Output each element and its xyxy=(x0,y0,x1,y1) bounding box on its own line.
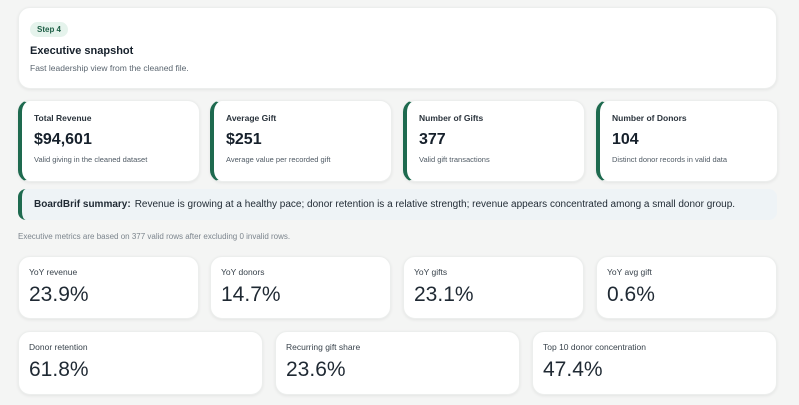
kpi-description: Distinct donor records in valid data xyxy=(612,155,728,164)
metric-value: 23.9% xyxy=(29,283,89,306)
metric-label: Donor retention xyxy=(29,342,88,352)
kpi-value: $94,601 xyxy=(34,131,92,148)
summary-text: Revenue is growing at a healthy pace; do… xyxy=(134,199,736,210)
metric-value: 0.6% xyxy=(607,283,655,306)
kpi-card-number-of-donors: Number of Donors 104 Distinct donor reco… xyxy=(596,100,778,182)
metric-card-recurring-gift-share: Recurring gift share 23.6% xyxy=(275,331,520,395)
metric-card-yoy-revenue: YoY revenue 23.9% xyxy=(18,256,199,319)
kpi-card-average-gift: Average Gift $251 Average value per reco… xyxy=(210,100,392,182)
metric-value: 23.1% xyxy=(414,283,474,306)
step-badge: Step 4 xyxy=(30,22,69,37)
kpi-description: Valid giving in the cleaned dataset xyxy=(34,155,148,164)
metric-card-donor-retention: Donor retention 61.8% xyxy=(18,331,263,395)
metric-card-yoy-donors: YoY donors 14.7% xyxy=(210,256,391,319)
metric-value: 61.8% xyxy=(29,358,89,381)
summary-label: BoardBrif summary: xyxy=(34,199,131,210)
kpi-label: Number of Donors xyxy=(612,113,687,123)
metric-value: 23.6% xyxy=(286,358,346,381)
metric-card-top-10-donor-concentration: Top 10 donor concentration 47.4% xyxy=(532,331,777,395)
kpi-value: 104 xyxy=(612,131,639,148)
metric-value: 47.4% xyxy=(543,358,603,381)
page-title: Executive snapshot xyxy=(30,45,134,57)
summary-banner: BoardBrif summary: Revenue is growing at… xyxy=(18,189,777,220)
kpi-label: Number of Gifts xyxy=(419,113,484,123)
metric-label: YoY avg gift xyxy=(607,267,652,277)
kpi-value: 377 xyxy=(419,131,446,148)
kpi-card-total-revenue: Total Revenue $94,601 Valid giving in th… xyxy=(18,100,200,182)
metrics-footnote: Executive metrics are based on 377 valid… xyxy=(18,232,291,241)
kpi-description: Average value per recorded gift xyxy=(226,155,331,164)
kpi-value: $251 xyxy=(226,131,262,148)
kpi-label: Average Gift xyxy=(226,113,277,123)
metric-label: YoY revenue xyxy=(29,267,78,277)
kpi-label: Total Revenue xyxy=(34,113,92,123)
kpi-description: Valid gift transactions xyxy=(419,155,490,164)
page-subtitle: Fast leadership view from the cleaned fi… xyxy=(30,63,189,73)
metric-label: Top 10 donor concentration xyxy=(543,342,647,352)
kpi-card-number-of-gifts: Number of Gifts 377 Valid gift transacti… xyxy=(403,100,585,182)
header-card: Step 4 Executive snapshot Fast leadershi… xyxy=(18,7,777,89)
metric-label: YoY gifts xyxy=(414,267,448,277)
metric-card-yoy-avg-gift: YoY avg gift 0.6% xyxy=(596,256,777,319)
metric-card-yoy-gifts: YoY gifts 23.1% xyxy=(403,256,584,319)
metric-label: YoY donors xyxy=(221,267,265,277)
metric-value: 14.7% xyxy=(221,283,281,306)
metric-label: Recurring gift share xyxy=(286,342,361,352)
